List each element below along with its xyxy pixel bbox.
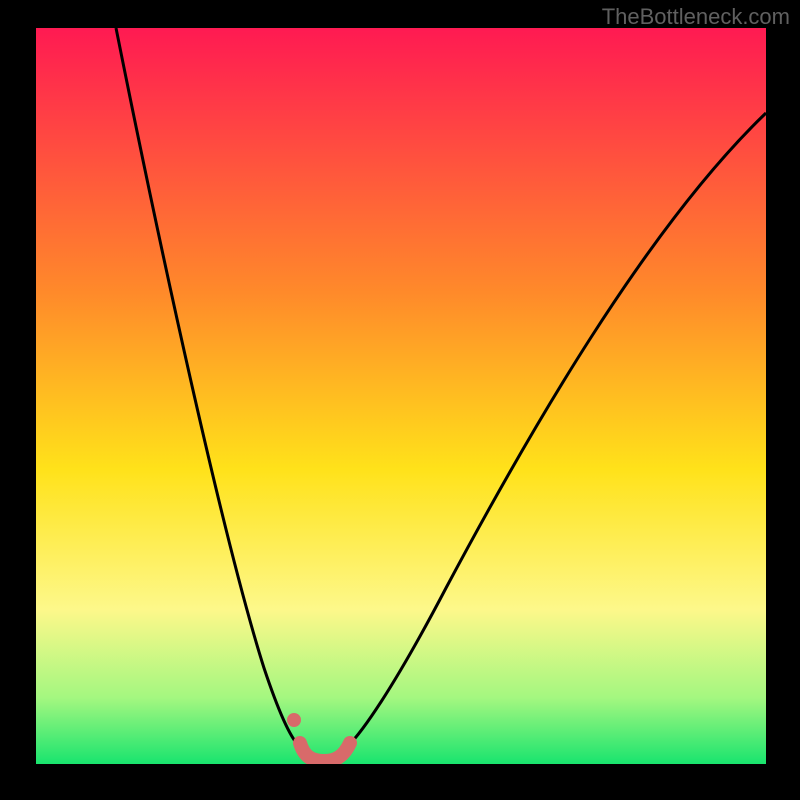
watermark-text: TheBottleneck.com: [602, 4, 790, 30]
marker-dot-icon: [287, 713, 301, 727]
marker-u-icon: [300, 743, 350, 761]
curve-right: [348, 113, 766, 746]
chart-container: TheBottleneck.com: [0, 0, 800, 800]
curve-layer: [36, 28, 766, 764]
curve-left: [116, 28, 299, 746]
